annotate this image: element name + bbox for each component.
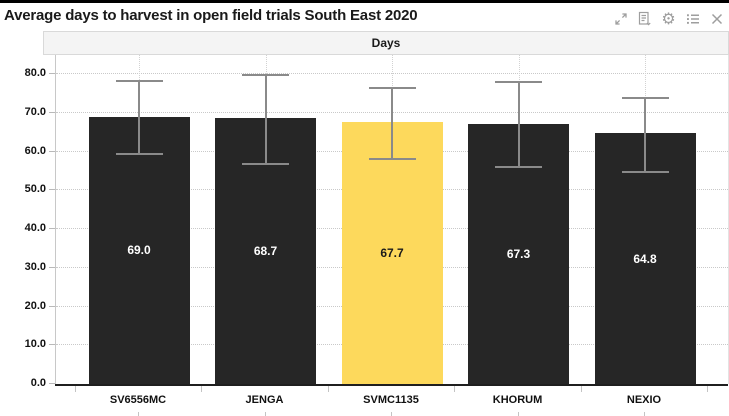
y-axis-label: 60.0 xyxy=(24,144,46,157)
x-axis-bottom-tick xyxy=(644,412,645,416)
x-axis-boundary-tick xyxy=(201,386,203,392)
y-axis-tick xyxy=(49,266,55,268)
y-axis-label: 10.0 xyxy=(24,338,46,351)
error-bar-cap xyxy=(495,81,542,84)
error-bar-cap xyxy=(368,86,416,89)
error-bar-cap xyxy=(621,96,669,99)
plot-area: 69.0 68.7 67.7 67.3 64.8 xyxy=(55,55,729,384)
window-top-border xyxy=(0,0,729,3)
y-axis-tick xyxy=(49,228,55,230)
x-axis-label-khorum: KHORUM xyxy=(492,394,543,406)
error-bar-cap xyxy=(115,80,163,83)
menu-list-icon[interactable] xyxy=(685,11,700,26)
y-axis-label: 30.0 xyxy=(24,260,46,273)
y-axis-tick xyxy=(49,344,55,346)
y-axis-label: 20.0 xyxy=(24,299,46,312)
x-axis-bottom-tick xyxy=(138,412,139,416)
x-axis-boundary-tick xyxy=(580,386,582,392)
toolbar: ⚙ xyxy=(613,9,724,28)
y-axis-tick xyxy=(49,112,55,114)
y-axis-label: 70.0 xyxy=(24,106,46,119)
error-bar-line xyxy=(264,74,267,164)
y-axis: 0.0 10.0 20.0 30.0 40.0 50.0 60.0 70.0 80.0 xyxy=(0,55,55,389)
error-bar-cap xyxy=(368,158,416,161)
x-axis-label-sv6556mc: SV6556MC xyxy=(109,394,167,406)
y-axis-label: 40.0 xyxy=(24,222,46,235)
error-bar-cap xyxy=(242,73,289,76)
error-bar-cap xyxy=(495,165,542,168)
bar-value-label: 67.3 xyxy=(506,246,531,261)
x-axis-boundary-tick xyxy=(327,386,329,392)
x-axis-label-nexio: NEXIO xyxy=(626,394,662,406)
bar-value-label: 68.7 xyxy=(253,244,278,259)
bar-sv6556mc[interactable] xyxy=(88,116,190,384)
x-axis-bottom-tick xyxy=(264,412,266,416)
error-bar-cap xyxy=(621,170,669,173)
y-axis-tick xyxy=(49,189,55,191)
bar-value-label: 67.7 xyxy=(380,245,404,260)
error-bar-line xyxy=(138,81,140,155)
x-axis-label-svmc1135: SVMC1135 xyxy=(363,394,419,406)
x-axis-baseline xyxy=(55,384,728,386)
x-axis-boundary-tick xyxy=(454,386,456,392)
bar-svmc1135[interactable] xyxy=(341,121,443,384)
y-axis-label: 80.0 xyxy=(24,67,46,80)
y-axis-tick xyxy=(49,305,55,307)
y-axis-tick xyxy=(49,383,55,384)
y-axis-tick xyxy=(49,150,55,152)
title-bar: Average days to harvest in open field tr… xyxy=(0,3,729,31)
close-icon[interactable] xyxy=(709,11,724,26)
y-axis-tick xyxy=(49,73,55,75)
bar-value-label: 64.8 xyxy=(633,251,657,266)
error-bar-line xyxy=(517,82,520,167)
error-bar-cap xyxy=(115,153,163,156)
error-bar-line xyxy=(644,97,646,172)
x-axis-label-jenga: JENGA xyxy=(245,394,284,406)
bar-value-label: 69.0 xyxy=(127,243,151,258)
x-axis-bottom-tick xyxy=(391,412,392,416)
x-axis-boundary-tick xyxy=(74,386,76,392)
x-axis: SV6556MC JENGA SVMC1135 KHORUM NEXIO xyxy=(0,386,729,416)
y-axis-label: 50.0 xyxy=(24,183,46,196)
x-axis-boundary-tick xyxy=(707,386,709,392)
error-bar-cap xyxy=(242,162,289,165)
expand-icon[interactable] xyxy=(613,11,628,26)
bar-nexio[interactable] xyxy=(594,133,696,384)
export-document-icon[interactable] xyxy=(637,11,652,26)
chart-title: Average days to harvest in open field tr… xyxy=(4,7,418,24)
settings-gear-icon[interactable]: ⚙ xyxy=(661,9,676,28)
error-bar-line xyxy=(391,87,393,160)
x-axis-bottom-tick xyxy=(517,412,519,416)
column-header-days: Days xyxy=(43,31,729,55)
y-axis-label: 0.0 xyxy=(30,377,46,389)
